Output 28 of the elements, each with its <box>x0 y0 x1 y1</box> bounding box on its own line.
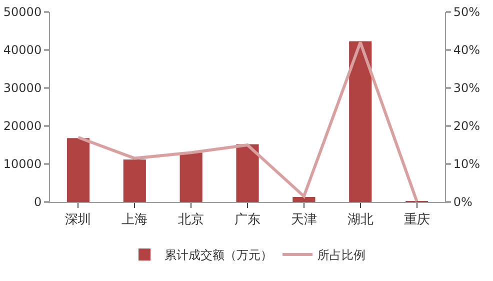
bar <box>123 159 146 202</box>
line-series <box>76 40 418 202</box>
x-tick-label: 北京 <box>178 212 204 228</box>
bar <box>236 144 259 202</box>
y-tick-label: 0 <box>34 195 42 210</box>
y2-tick-label: 0% <box>453 195 472 210</box>
x-tick-label: 重庆 <box>404 212 430 228</box>
bar <box>66 138 90 202</box>
y-tick-label: 40000 <box>3 43 42 58</box>
x-tick-label: 广东 <box>234 212 260 228</box>
legend-label: 所占比例 <box>318 248 366 262</box>
y-tick-label: 20000 <box>3 119 42 134</box>
x-tick-label: 上海 <box>122 212 148 228</box>
x-tick-label: 天津 <box>290 212 317 228</box>
y-tick-label: 30000 <box>3 81 42 96</box>
y2-tick-label: 30% <box>453 81 480 96</box>
bar <box>180 152 202 202</box>
y2-tick-label: 40% <box>453 43 480 58</box>
x-tick-label: 深圳 <box>65 212 92 228</box>
y-tick-label: 10000 <box>3 157 42 172</box>
y2-tick-label: 50% <box>453 5 480 20</box>
y-tick-label: 50000 <box>3 5 42 20</box>
bar <box>349 41 372 202</box>
y2-tick-label: 20% <box>453 119 480 134</box>
x-tick-label: 湖北 <box>347 212 374 228</box>
y2-tick-label: 10% <box>453 157 480 172</box>
bar <box>292 197 316 202</box>
legend-label: 累计成交额（万元） <box>164 248 272 262</box>
